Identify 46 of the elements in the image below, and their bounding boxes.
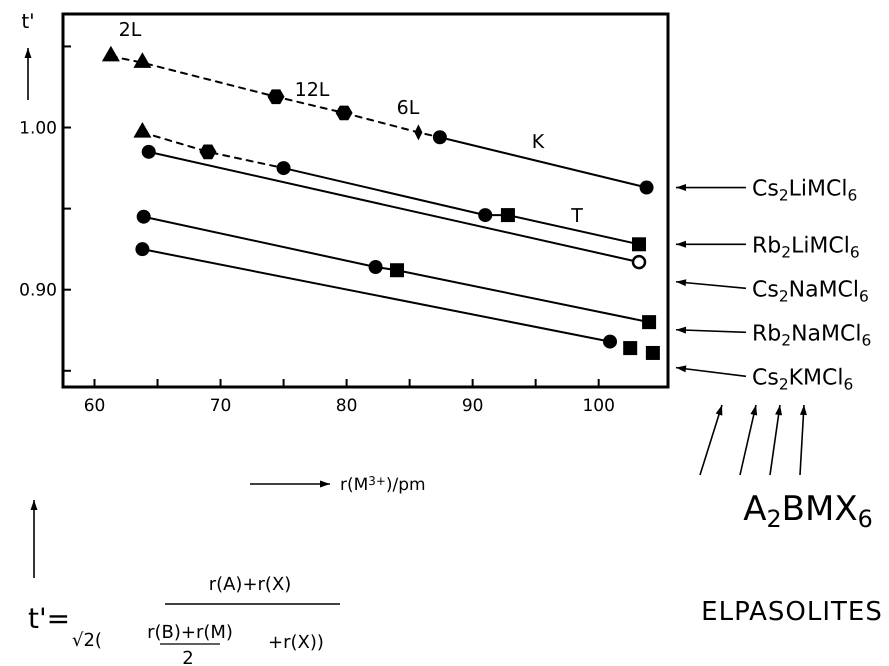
y-tick-label: 1.00: [19, 118, 57, 139]
text: ELPASOLITES: [701, 597, 883, 627]
x-tick-label: 60: [84, 396, 106, 416]
point: [432, 130, 447, 144]
text: r(B)+r(M): [147, 622, 233, 643]
text: A$_{2}$BMX$_{6}$: [743, 489, 873, 534]
legend-label: Cs$_{2}$KMCl$_{6}$: [752, 365, 854, 393]
point: [642, 315, 656, 330]
point: [646, 346, 660, 360]
point: [640, 180, 654, 195]
x-tick-label: 100: [582, 396, 615, 416]
point: [478, 208, 492, 222]
text: 2: [182, 648, 194, 666]
legend-label: Cs$_{2}$NaMCl$_{6}$: [752, 277, 869, 305]
annotation: 6L: [396, 97, 420, 119]
annotation: T: [570, 205, 584, 227]
point: [500, 208, 515, 222]
point: [336, 106, 353, 120]
y-tick-label: 0.90: [19, 280, 57, 301]
x-tick-label: 80: [336, 396, 358, 416]
point: [199, 144, 216, 160]
point: [603, 334, 618, 349]
legend-label: Rb$_{2}$NaMCl$_{6}$: [752, 321, 872, 349]
point: [632, 237, 646, 252]
point: [135, 242, 150, 256]
annotation: K: [532, 131, 545, 153]
point: [632, 254, 646, 270]
text: t'=: [28, 602, 70, 635]
point: [368, 260, 383, 274]
point: [390, 263, 404, 278]
point: [142, 144, 156, 159]
text: √2(: [72, 630, 102, 651]
x-tick-label: 90: [462, 396, 484, 416]
legend-label: Rb$_{2}$LiMCl$_{6}$: [752, 233, 860, 261]
point: [268, 89, 285, 104]
annotation: 12L: [294, 79, 330, 101]
x-tick-label: 70: [210, 396, 232, 416]
legend-label: Cs$_{2}$LiMCl$_{6}$: [752, 176, 858, 204]
point: [623, 341, 638, 356]
text: r(A)+r(X): [208, 574, 292, 595]
point: [276, 161, 291, 176]
annotation: 2L: [118, 19, 142, 41]
x-axis-title: r(M$^{3+}$)/pm: [340, 474, 426, 495]
point: [136, 210, 151, 224]
y-axis-title: t': [21, 9, 35, 33]
text: +r(X)): [268, 632, 324, 653]
